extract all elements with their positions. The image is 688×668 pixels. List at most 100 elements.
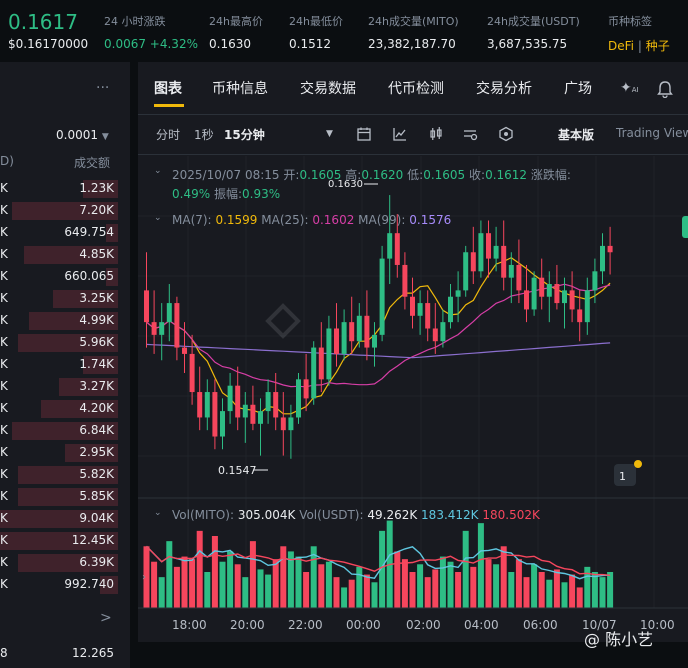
book-row: K 5.96K [0,332,118,354]
basic-view-toggle[interactable]: 基本版 [558,128,595,142]
candle-body [242,404,248,418]
volume-bar [607,572,614,608]
interval-15m[interactable]: 15分钟 [224,128,265,142]
more-menu-icon[interactable]: ··· [96,80,110,96]
volume-bar [356,566,363,608]
book-row-total: 2.95K [79,445,114,459]
precision-select[interactable]: 0.0001 ▼ [56,128,109,142]
tab-token-check[interactable]: 代币检测 [388,81,444,97]
depth-bar [0,532,118,550]
tab-trade-analysis[interactable]: 交易分析 [476,81,532,97]
tag-defi[interactable]: DeFi [608,39,634,53]
volume-bar [287,551,294,608]
candle-body [486,233,491,259]
candle-body [189,353,195,393]
interval-dropdown-icon[interactable]: ▼ [326,129,333,139]
ma-collapse-icon[interactable]: ⌄ [154,213,162,223]
last-price-usd: $0.16170000 [8,37,89,51]
volume-ma-line [146,545,611,576]
volume-bar [242,577,249,608]
book-row-amount: K [0,225,8,239]
candle-body [174,303,180,348]
volume-bar [508,572,515,608]
chart-panel: 图表 币种信息 交易数据 代币检测 交易分析 广场 ✦AI 分时 1秒 15分钟… [138,62,688,642]
candlestick-icon[interactable] [428,126,444,142]
candle-body [296,379,301,418]
book-row: K 6.84K [0,420,118,442]
book-row-amount: K [0,423,8,437]
interval-timeline[interactable]: 分时 [156,128,181,142]
depth-bar [29,312,118,330]
depth-bar [59,378,118,396]
stat-24h-volume-mito-value: 23,382,187.70 [368,37,456,51]
chart-widget-icon[interactable]: 1 [614,460,642,486]
time-label: 02:00 [406,618,441,632]
ohlc-collapse-icon[interactable]: ⌄ [154,166,162,176]
book-row-total: 9.04K [79,511,114,525]
bottom-row-amount: 8 [0,646,8,660]
tab-square[interactable]: 广场 [564,81,592,97]
book-row-amount: K [0,203,8,217]
book-row-total: 5.85K [79,489,114,503]
candle-body [265,392,271,412]
book-row-amount: K [0,577,8,591]
ohlc-info-line2: 0.49% 振幅:0.93% [172,185,280,202]
ohlc-low-label: 低: [407,168,424,182]
precision-value: 0.0001 [56,128,98,142]
book-row-total: 5.82K [79,467,114,481]
depth-bar [18,466,118,484]
candle-body [144,290,149,323]
vol-collapse-icon[interactable]: ⌄ [154,508,162,518]
volume-bar [500,546,507,608]
tab-trading-data[interactable]: 交易数据 [300,81,356,97]
book-row: K 7.20K [0,200,118,222]
ma7-value: 0.1599 [215,213,258,227]
time-label: 06:00 [523,618,558,632]
candle-body [417,303,423,316]
price-chart[interactable]: 0.1630 0.1547 1 › [138,156,688,642]
volume-bar [523,577,530,608]
chevron-right-icon[interactable]: › [142,572,146,583]
ohlc-close: 0.1612 [485,168,528,182]
tradingview-toggle[interactable]: Trading View [616,126,688,140]
hexagon-settings-icon[interactable] [498,126,514,142]
book-row: K 9.04K [0,508,118,530]
tab-chart[interactable]: 图表 [154,81,182,97]
book-row-amount: K [0,401,8,415]
chevron-right-icon[interactable]: > [100,610,112,626]
candle-body [235,385,241,418]
time-label: 22:00 [288,618,323,632]
interval-1s[interactable]: 1秒 [194,128,214,142]
book-row-amount: K [0,555,8,569]
ai-sparkle-icon[interactable]: ✦AI [620,80,639,96]
svg-text:1: 1 [619,470,626,483]
line-chart-icon[interactable] [392,126,408,142]
book-row-amount: K [0,291,8,305]
book-row-total: 5.96K [79,335,114,349]
tab-coin-info[interactable]: 币种信息 [212,81,268,97]
volume-bar [310,546,317,608]
candle-body [151,322,157,335]
calendar-icon[interactable] [356,126,372,142]
volume-info: Vol(MITO): 305.004K Vol(USDT): 49.262K 1… [172,508,540,522]
vol-usdt-label: Vol(USDT): [299,508,364,522]
depth-bar [24,246,118,264]
depth-bar [100,576,118,594]
book-row: K 649.754 [0,222,118,244]
candle-body [577,309,583,323]
volume-bar [485,559,492,608]
bell-icon[interactable] [656,80,674,98]
stat-24h-volume-usdt-label: 24h成交量(USDT) [487,15,580,28]
candle-body [372,334,377,348]
ohlc-amplitude: 0.93% [242,187,281,201]
book-row: K 4.99K [0,310,118,332]
candle-body [182,347,187,354]
author-watermark: @ 陈小艺 [584,630,654,649]
candle-body [524,290,529,310]
indicator-settings-icon[interactable] [462,126,478,142]
volume-bar [538,572,545,608]
high-price-marker: 0.1630 [328,179,363,190]
volume-bar [181,556,188,608]
ma7-label: MA(7): [172,213,212,227]
tag-seed[interactable]: 种子 [645,39,670,53]
